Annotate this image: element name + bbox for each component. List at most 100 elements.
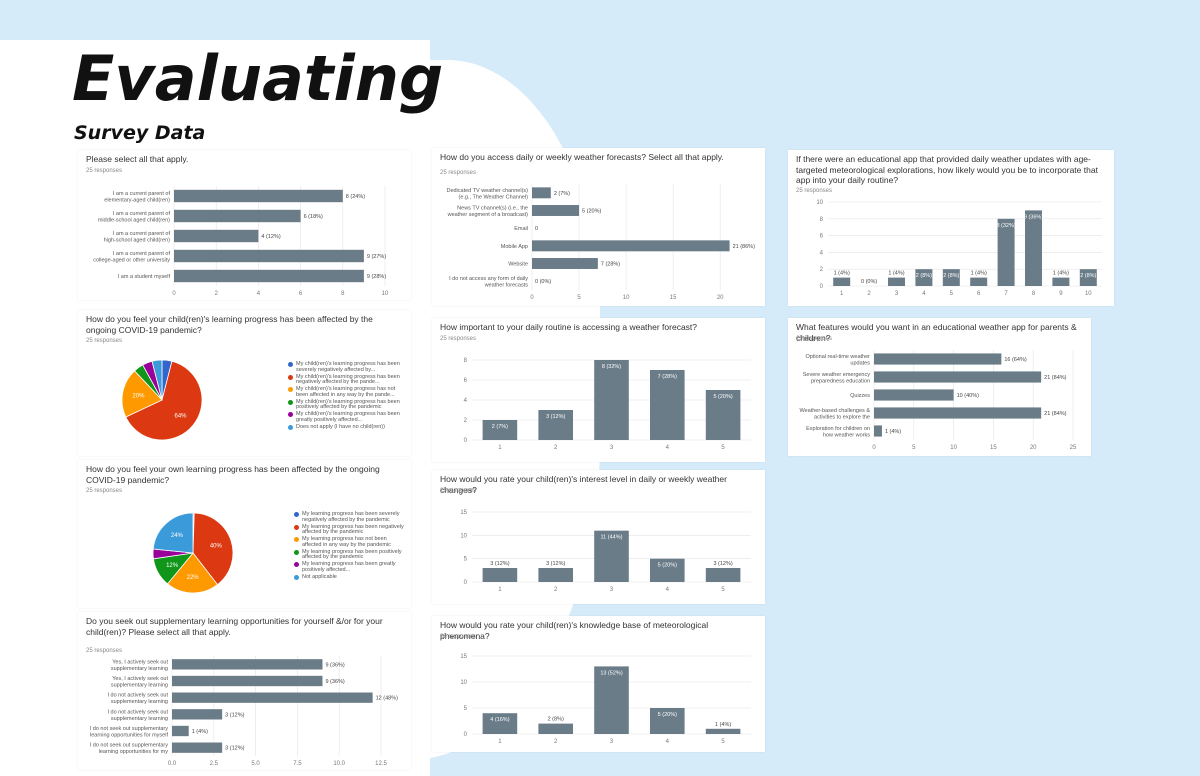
chart-title: How important to your daily routine is a… bbox=[440, 322, 698, 332]
chart-title: Please select all that apply. bbox=[86, 154, 189, 164]
legend-swatch bbox=[288, 399, 293, 405]
data-label: 3 (12%) bbox=[713, 561, 732, 567]
x-tick-label: 2 bbox=[554, 445, 558, 451]
x-tick-label: 5 bbox=[721, 587, 725, 593]
data-label: 9 (36%) bbox=[1024, 214, 1043, 220]
legend-item: My child(ren)'s learning progress has be… bbox=[288, 399, 405, 411]
bar bbox=[833, 277, 851, 286]
y-tick-label: 15 bbox=[460, 654, 467, 660]
bar bbox=[532, 205, 580, 216]
bar bbox=[172, 725, 189, 737]
x-tick-label: 5 bbox=[721, 739, 725, 745]
chart-svg: 40% 22% 12% 24% bbox=[152, 512, 234, 594]
bar bbox=[650, 370, 685, 440]
y-tick-label: 0 bbox=[464, 732, 468, 738]
data-label: 1 (4%) bbox=[834, 271, 850, 277]
data-label: 10 (40%) bbox=[957, 393, 979, 399]
bar bbox=[1025, 210, 1042, 286]
category-label: I am a current parent of middle-school ag… bbox=[98, 211, 171, 224]
x-tick-label: 5 bbox=[577, 295, 581, 301]
chart-panel-own-learning: How do you feel your own learning progre… bbox=[78, 460, 411, 608]
y-tick-label: 0 bbox=[464, 580, 468, 586]
response-count: 25 responses bbox=[86, 338, 123, 344]
chart-title: How do you feel your child(ren)'s learni… bbox=[86, 314, 373, 335]
x-tick-label: 0 bbox=[872, 445, 876, 451]
chart-title: If there were an educational app that pr… bbox=[796, 154, 1098, 186]
page-title: Evaluating bbox=[72, 42, 444, 115]
chart-svg: 0 2 4 6 8 10 1 1 (4%) 2 0 (0%) 3 1 (4%) 4 2 (8%) 5 2 (8… bbox=[816, 200, 1102, 297]
y-tick-label: 8 bbox=[464, 358, 468, 364]
bar bbox=[532, 258, 598, 269]
bar bbox=[650, 558, 685, 582]
x-tick-label: 9 bbox=[1059, 291, 1063, 297]
slice-label: 22% bbox=[187, 575, 200, 581]
y-tick-label: 0 bbox=[820, 284, 824, 290]
data-label: 1 (4%) bbox=[715, 722, 731, 728]
y-tick-label: 4 bbox=[464, 398, 468, 404]
x-tick-label: 5 bbox=[912, 445, 916, 451]
category-label: Email bbox=[514, 226, 528, 232]
bar bbox=[172, 742, 223, 753]
legend-label: My learning progress has been severely n… bbox=[302, 511, 400, 523]
bar bbox=[172, 692, 373, 703]
slice-label: 12% bbox=[166, 563, 179, 569]
legend-item: My learning progress has been positively… bbox=[294, 549, 405, 561]
data-label: 2 (8%) bbox=[1080, 273, 1096, 279]
chart-svg: 0 2 4 6 8 10 I am a current parent of elementar… bbox=[93, 186, 389, 297]
pie-slice bbox=[125, 360, 203, 441]
chart-panel-app-likelihood: If there were an educational app that pr… bbox=[788, 150, 1114, 306]
x-tick-label: 3 bbox=[895, 291, 899, 297]
data-label: 2 (8%) bbox=[548, 717, 564, 723]
chart-title: How would you rate your child(ren)'s kno… bbox=[440, 620, 709, 641]
x-tick-label: 4 bbox=[666, 587, 670, 593]
data-label: 0 bbox=[535, 226, 538, 232]
category-label: Weather-based challenges & activities to … bbox=[799, 408, 870, 421]
x-tick-label: 10 bbox=[950, 445, 957, 451]
x-tick-label: 1 bbox=[840, 291, 844, 297]
y-tick-label: 10 bbox=[460, 680, 467, 686]
data-label: 0 (0%) bbox=[535, 279, 551, 285]
x-tick-label: 5 bbox=[721, 445, 725, 451]
slice-label: 40% bbox=[210, 544, 223, 550]
chart-panel-forecast-access: How do you access daily or weekly weathe… bbox=[432, 148, 765, 306]
chart-title: Do you seek out supplementary learning o… bbox=[86, 616, 383, 637]
slice-label: 20% bbox=[132, 394, 145, 400]
bar bbox=[172, 659, 323, 670]
legend-swatch bbox=[288, 374, 293, 380]
chart-svg: 0 5 10 15 1 3 (12%) 2 3 (12%) 3 11 (44%) 4 5 (20%) 5… bbox=[460, 510, 751, 593]
data-label: 21 (86%) bbox=[733, 244, 755, 250]
data-label: 8 (24%) bbox=[346, 194, 365, 200]
bar bbox=[997, 218, 1015, 286]
bar bbox=[874, 425, 882, 437]
x-tick-label: 2 bbox=[215, 291, 219, 297]
x-tick-label: 5.0 bbox=[251, 761, 260, 767]
bar bbox=[174, 209, 301, 223]
data-label: 9 (28%) bbox=[367, 274, 386, 280]
data-label: 1 (4%) bbox=[971, 271, 987, 277]
legend-swatch bbox=[288, 362, 293, 367]
legend-item: My child(ren)'s learning progress has no… bbox=[288, 386, 405, 398]
data-label: 8 (32%) bbox=[602, 364, 621, 370]
legend-swatch bbox=[294, 562, 299, 567]
x-tick-label: 8 bbox=[341, 291, 345, 297]
legend-swatch bbox=[294, 549, 299, 555]
legend: My learning progress has been severely n… bbox=[294, 511, 405, 582]
legend-item: My child(ren)'s learning progress has be… bbox=[288, 374, 405, 386]
bar bbox=[705, 390, 741, 440]
y-tick-label: 6 bbox=[820, 234, 824, 240]
category-label: Optional real-time weather updates bbox=[805, 354, 870, 367]
y-tick-label: 10 bbox=[816, 200, 823, 206]
pie-slice bbox=[151, 359, 163, 401]
y-tick-label: 5 bbox=[464, 557, 468, 563]
data-label: 0 (0%) bbox=[861, 279, 877, 285]
x-tick-label: 15 bbox=[670, 295, 677, 301]
x-tick-label: 0.0 bbox=[168, 761, 177, 767]
chart-svg: 0 5 10 15 1 4 (16%) 2 2 (8%) 3 13 (52%) 4 5 (20%) 5 1… bbox=[460, 654, 751, 745]
bar bbox=[874, 407, 1042, 419]
category-label: Mobile App bbox=[501, 244, 528, 250]
y-tick-label: 4 bbox=[820, 250, 824, 256]
data-label: 13 (52%) bbox=[600, 670, 622, 676]
legend-swatch bbox=[294, 512, 299, 517]
legend-item: Not applicable bbox=[294, 574, 405, 581]
bar bbox=[650, 708, 685, 734]
